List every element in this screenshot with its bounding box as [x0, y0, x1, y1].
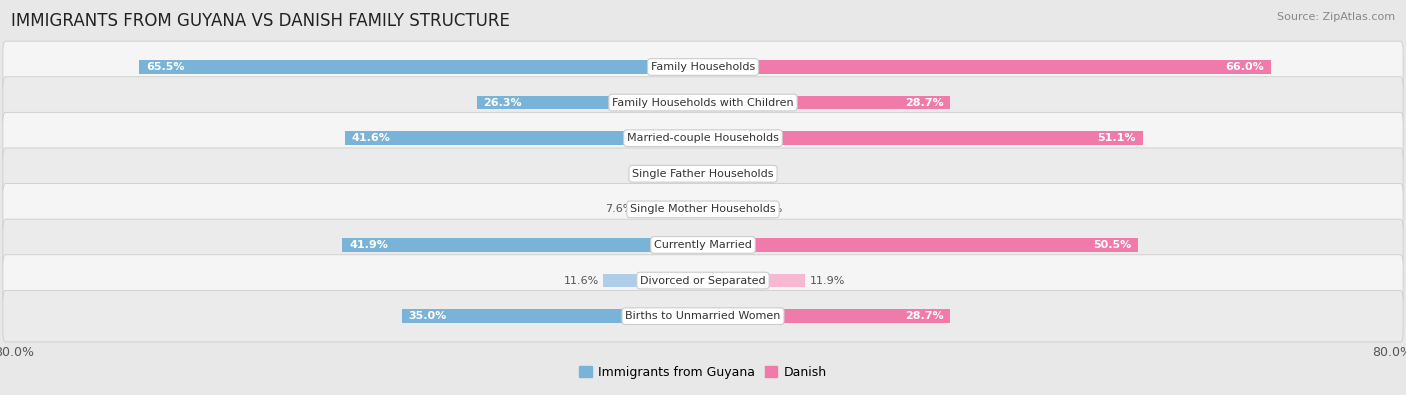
Text: Married-couple Households: Married-couple Households — [627, 133, 779, 143]
Bar — [637, 203, 703, 216]
Bar — [703, 167, 723, 181]
Text: 11.6%: 11.6% — [564, 276, 599, 286]
Text: 66.0%: 66.0% — [1226, 62, 1264, 72]
Bar — [703, 60, 1271, 74]
Bar — [703, 96, 950, 109]
Text: 41.6%: 41.6% — [352, 133, 391, 143]
Text: 5.5%: 5.5% — [755, 204, 783, 214]
Text: 28.7%: 28.7% — [904, 311, 943, 321]
Text: 51.1%: 51.1% — [1098, 133, 1136, 143]
Text: 41.9%: 41.9% — [349, 240, 388, 250]
Text: Single Mother Households: Single Mother Households — [630, 204, 776, 214]
Bar — [703, 309, 950, 323]
Text: Currently Married: Currently Married — [654, 240, 752, 250]
Bar — [603, 274, 703, 287]
Text: Births to Unmarried Women: Births to Unmarried Women — [626, 311, 780, 321]
Bar — [703, 132, 1143, 145]
Legend: Immigrants from Guyana, Danish: Immigrants from Guyana, Danish — [576, 363, 830, 382]
Bar — [477, 96, 703, 109]
FancyBboxPatch shape — [3, 148, 1403, 199]
Text: 35.0%: 35.0% — [409, 311, 447, 321]
Bar — [342, 238, 703, 252]
Text: IMMIGRANTS FROM GUYANA VS DANISH FAMILY STRUCTURE: IMMIGRANTS FROM GUYANA VS DANISH FAMILY … — [11, 12, 510, 30]
FancyBboxPatch shape — [3, 219, 1403, 271]
Text: Family Households: Family Households — [651, 62, 755, 72]
Bar — [703, 238, 1137, 252]
Text: 11.9%: 11.9% — [810, 276, 845, 286]
Bar — [344, 132, 703, 145]
Bar — [402, 309, 703, 323]
FancyBboxPatch shape — [3, 184, 1403, 235]
Text: Single Father Households: Single Father Households — [633, 169, 773, 179]
Text: 7.6%: 7.6% — [605, 204, 633, 214]
FancyBboxPatch shape — [3, 77, 1403, 128]
Bar — [703, 203, 751, 216]
Text: 65.5%: 65.5% — [146, 62, 184, 72]
FancyBboxPatch shape — [3, 290, 1403, 342]
Text: 2.3%: 2.3% — [727, 169, 755, 179]
Bar — [139, 60, 703, 74]
FancyBboxPatch shape — [3, 112, 1403, 164]
Text: 28.7%: 28.7% — [904, 98, 943, 107]
Text: 50.5%: 50.5% — [1092, 240, 1130, 250]
Text: 26.3%: 26.3% — [484, 98, 522, 107]
Text: Divorced or Separated: Divorced or Separated — [640, 276, 766, 286]
Text: Source: ZipAtlas.com: Source: ZipAtlas.com — [1277, 12, 1395, 22]
Bar — [685, 167, 703, 181]
FancyBboxPatch shape — [3, 255, 1403, 307]
FancyBboxPatch shape — [3, 41, 1403, 93]
Bar — [703, 274, 806, 287]
Text: Family Households with Children: Family Households with Children — [612, 98, 794, 107]
Text: 2.1%: 2.1% — [652, 169, 681, 179]
